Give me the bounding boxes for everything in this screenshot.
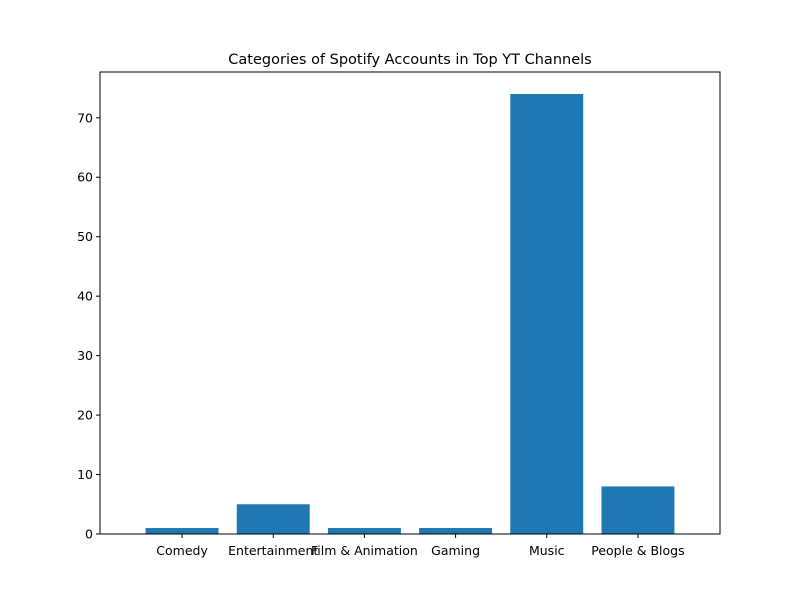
x-tick-label: Film & Animation — [311, 543, 418, 558]
y-tick-label: 50 — [77, 229, 93, 244]
bar-people-blogs — [601, 486, 675, 534]
y-axis: 0 10 20 30 40 50 60 70 — [77, 110, 100, 542]
x-tick-label: Gaming — [431, 543, 480, 558]
y-tick-label: 20 — [77, 408, 93, 423]
x-tick-label: Entertainment — [228, 543, 318, 558]
bar-music — [510, 94, 584, 534]
bar-gaming — [419, 528, 493, 534]
bar-film-animation — [327, 528, 401, 534]
plot-frame — [99, 71, 721, 535]
bars-group — [145, 94, 675, 534]
y-tick-label: 10 — [77, 467, 93, 482]
bar-comedy — [145, 528, 219, 534]
y-tick-label: 70 — [77, 110, 93, 125]
y-tick-label: 0 — [85, 527, 93, 542]
y-tick-label: 40 — [77, 289, 93, 304]
chart-title: Categories of Spotify Accounts in Top YT… — [228, 52, 591, 68]
bar-entertainment — [236, 504, 310, 534]
x-tick-label: Comedy — [156, 543, 208, 558]
x-tick-label: Music — [529, 543, 565, 558]
y-tick-label: 30 — [77, 348, 93, 363]
x-tick-label: People & Blogs — [591, 543, 684, 558]
y-tick-label: 60 — [77, 170, 93, 185]
